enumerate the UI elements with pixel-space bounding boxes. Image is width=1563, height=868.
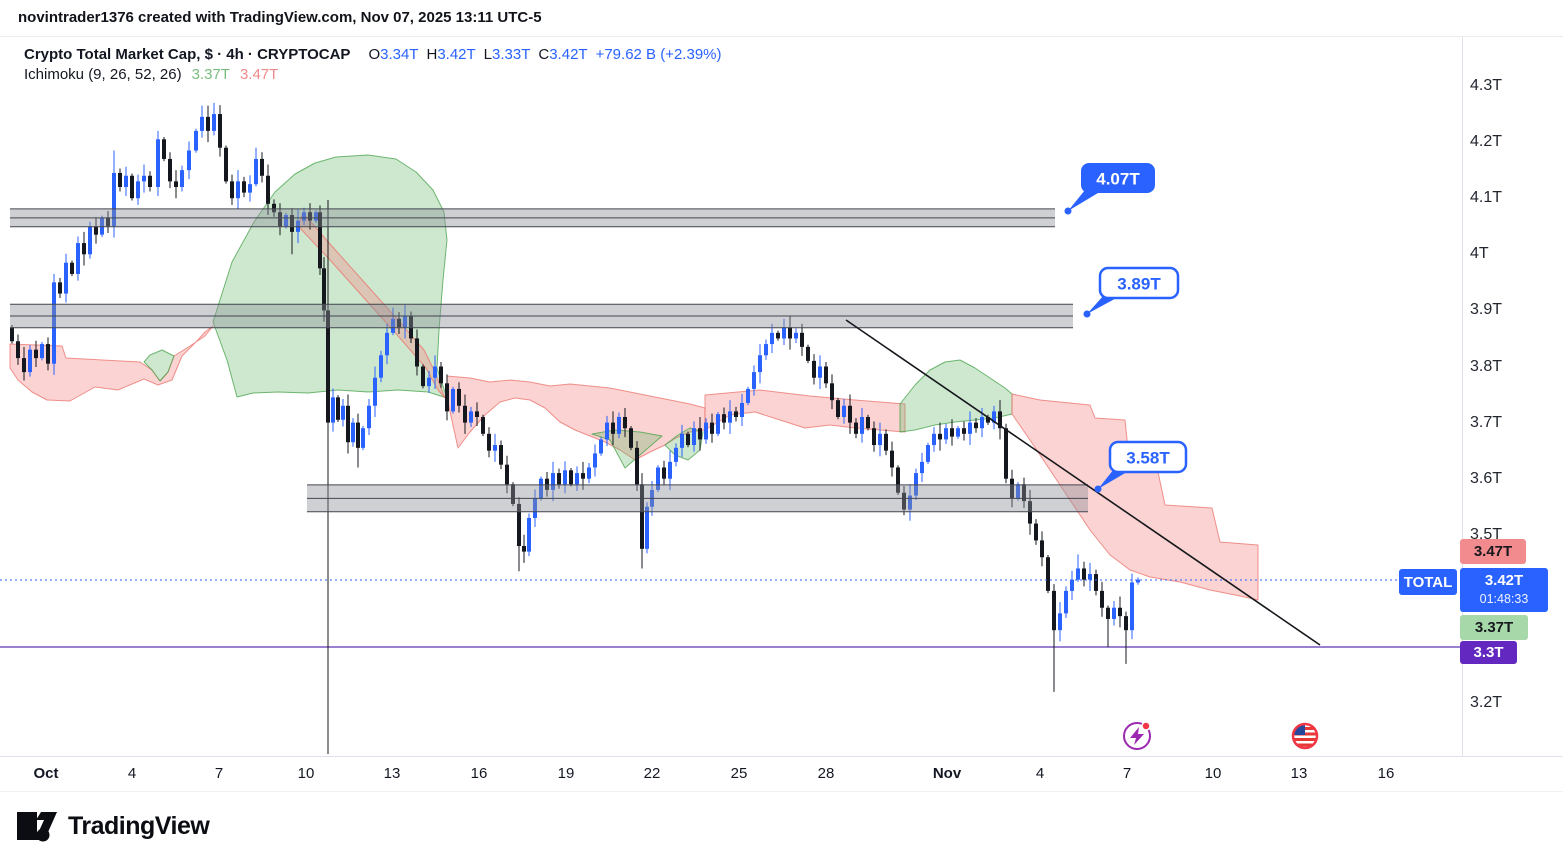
time-axis[interactable]: Oct 4 7 10 13 16 19 22 25 28 Nov 4 7 10 13 16 — [0, 756, 1563, 792]
events-icon[interactable] — [1123, 721, 1151, 750]
price-tick: 4.3T — [1470, 77, 1503, 94]
ohlc-value: 3.42T — [549, 46, 588, 63]
svg-text:3.58T: 3.58T — [1126, 449, 1170, 468]
price-callout-3.89T[interactable]: 3.89T — [1083, 266, 1180, 318]
time-tick: 7 — [1122, 765, 1132, 782]
ohlc-value: 3.34T — [380, 46, 419, 63]
attribution-text: novintrader1376 created with TradingView… — [18, 9, 542, 26]
ohlc-label: C — [538, 46, 550, 63]
price-tick: 3.8T — [1470, 357, 1503, 375]
price-tick: 3.2T — [1470, 694, 1503, 712]
ichimoku-green-tag[interactable]: 3.37T — [1460, 615, 1528, 640]
price-tick: 3.7T — [1470, 413, 1503, 431]
ohlc-values: O3.34T H3.42T L3.33T C3.42T — [360, 46, 587, 63]
indicator-title[interactable]: Ichimoku (9, 26, 52, 26) — [24, 66, 182, 83]
current-price-tag[interactable]: 3.42T 01:48:33 — [1460, 568, 1548, 612]
economic-calendar-icon[interactable] — [1291, 722, 1319, 750]
time-tick: 10 — [1204, 765, 1222, 782]
time-tick: 16 — [470, 765, 488, 782]
price-zones[interactable] — [10, 208, 1088, 513]
time-tick: 16 — [1377, 765, 1395, 782]
chart-legend: Crypto Total Market Cap, $ · 4h · CRYPTO… — [24, 45, 722, 85]
time-tick: 10 — [297, 765, 315, 782]
svg-text:4.07T: 4.07T — [1096, 170, 1140, 189]
ohlc-label: L — [483, 46, 493, 63]
ohlc-label: H — [426, 46, 438, 63]
ichimoku-red-value: 3.47T — [239, 66, 279, 83]
price-chart-svg[interactable]: 4.07T 3.89T 3.58T — [0, 37, 1462, 756]
price-tick: 3.6T — [1470, 469, 1503, 487]
tradingview-logo-text: TradingView — [68, 811, 210, 840]
time-tick: 25 — [730, 765, 748, 782]
time-tick: 13 — [1290, 765, 1308, 782]
descending-trendline[interactable] — [845, 319, 1321, 646]
total-symbol-tag[interactable]: TOTAL — [1399, 569, 1457, 595]
time-tick: Nov — [932, 765, 962, 782]
time-tick: 4 — [1035, 765, 1045, 782]
price-axis[interactable]: 4.3T 4.2T 4.1T 4T 3.9T 3.8T 3.7T 3.6T 3.5T 3.2T 3.… — [1399, 37, 1563, 756]
svg-text:3.89T: 3.89T — [1117, 275, 1161, 294]
time-tick: Oct — [33, 765, 59, 782]
candles-layer — [10, 102, 1140, 692]
time-tick: 13 — [383, 765, 401, 782]
ichimoku-red-tag[interactable]: 3.47T — [1460, 539, 1526, 564]
attribution-bar: novintrader1376 created with TradingView… — [0, 0, 1563, 37]
price-tick: 4T — [1470, 245, 1489, 263]
price-callout-4.07T[interactable]: 4.07T — [1064, 163, 1156, 215]
price-tick: 3.9T — [1470, 301, 1503, 319]
ichimoku-green-value: 3.37T — [191, 66, 230, 83]
time-tick: 19 — [557, 765, 575, 782]
footer: TradingView — [0, 792, 1563, 868]
symbol-legend-row: Crypto Total Market Cap, $ · 4h · CRYPTO… — [24, 45, 722, 65]
ohlc-value: 3.33T — [492, 46, 531, 63]
tradingview-logo-icon — [17, 812, 57, 842]
price-callout-3.58T[interactable]: 3.58T — [1094, 440, 1188, 493]
chart-plot-area[interactable]: 4.07T 3.89T 3.58T Crypto Total Market Cap,… — [0, 37, 1462, 756]
time-tick: 4 — [127, 765, 137, 782]
time-tick: 28 — [817, 765, 835, 782]
price-tick: 4.2T — [1470, 133, 1503, 151]
change-value: +79.62 B (+2.39%) — [595, 46, 722, 63]
price-tick: 4.1T — [1470, 189, 1503, 207]
tradingview-logo[interactable]: TradingView — [16, 810, 210, 842]
chart-window: 4.07T 3.89T 3.58T Crypto Total Market Cap,… — [0, 37, 1563, 756]
ohlc-value: 3.42T — [437, 46, 476, 63]
ohlc-label: O — [368, 46, 381, 63]
bar-countdown: 01:48:33 — [1479, 592, 1529, 606]
price-tick: 3.5T — [1470, 525, 1503, 543]
purple-level-tag[interactable]: 3.3T — [1460, 641, 1517, 664]
symbol-title[interactable]: Crypto Total Market Cap, $ · 4h · CRYPTO… — [24, 46, 351, 63]
time-tick: 7 — [214, 765, 224, 782]
time-tick: 22 — [643, 765, 661, 782]
indicator-legend-row: Ichimoku (9, 26, 52, 26) 3.37T 3.47T — [24, 65, 722, 85]
